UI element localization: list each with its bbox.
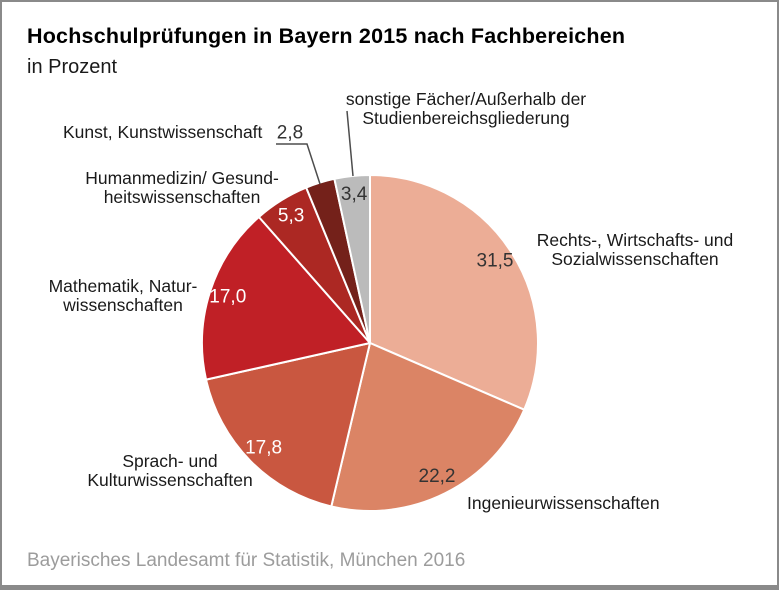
chart-subtitle: in Prozent <box>27 56 118 78</box>
pie-slice-2 <box>205 342 371 508</box>
category-label-sprach-kulturwissenschaften: Sprach- und Kulturwissenschaften <box>87 451 253 491</box>
chart-title: Hochschulprüfungen in Bayern 2015 nach F… <box>27 24 626 48</box>
pie-slices <box>201 174 539 512</box>
category-label-humanmedizin-gesundheitswissenschaften: Humanmedizin/ Gesund- heitswissenschafte… <box>85 168 279 208</box>
value-label-4: 5,3 <box>278 206 304 227</box>
category-label-rechts-wirtschafts-sozialwissenschaften: Rechts-, Wirtschafts- und Sozialwissensc… <box>536 230 734 270</box>
category-label-mathematik-naturwissenschaften: Mathematik, Natur- wissenschaften <box>48 276 198 316</box>
value-label-5: 2,8 <box>277 123 303 144</box>
value-label-1: 22,2 <box>419 466 456 487</box>
category-label-kunst-kunstwissenschaft: Kunst, Kunstwissenschaft <box>63 122 263 142</box>
pie-slice-0 <box>369 174 539 411</box>
value-label-2: 17,8 <box>245 438 282 459</box>
pie-slice-1 <box>330 342 526 512</box>
value-labels: 31,5 22,2 17,8 17,0 5,3 2,8 3,4 <box>209 123 513 488</box>
category-label-sonstige-faecher: sonstige Fächer/Außerhalb der Studienber… <box>345 89 587 129</box>
leader-lines <box>276 110 354 185</box>
footer-source: Bayerisches Landesamt für Statistik, Mün… <box>27 550 466 571</box>
pie-slice-3 <box>201 215 371 381</box>
pie-slice-6 <box>333 174 371 344</box>
value-label-6: 3,4 <box>341 184 368 205</box>
leader-line-5 <box>276 143 321 185</box>
value-label-0: 31,5 <box>477 250 514 271</box>
value-label-3: 17,0 <box>209 286 246 307</box>
category-label-ingenieurwissenschaften: Ingenieurwissenschaften <box>467 493 660 513</box>
leader-line-6 <box>346 110 354 177</box>
